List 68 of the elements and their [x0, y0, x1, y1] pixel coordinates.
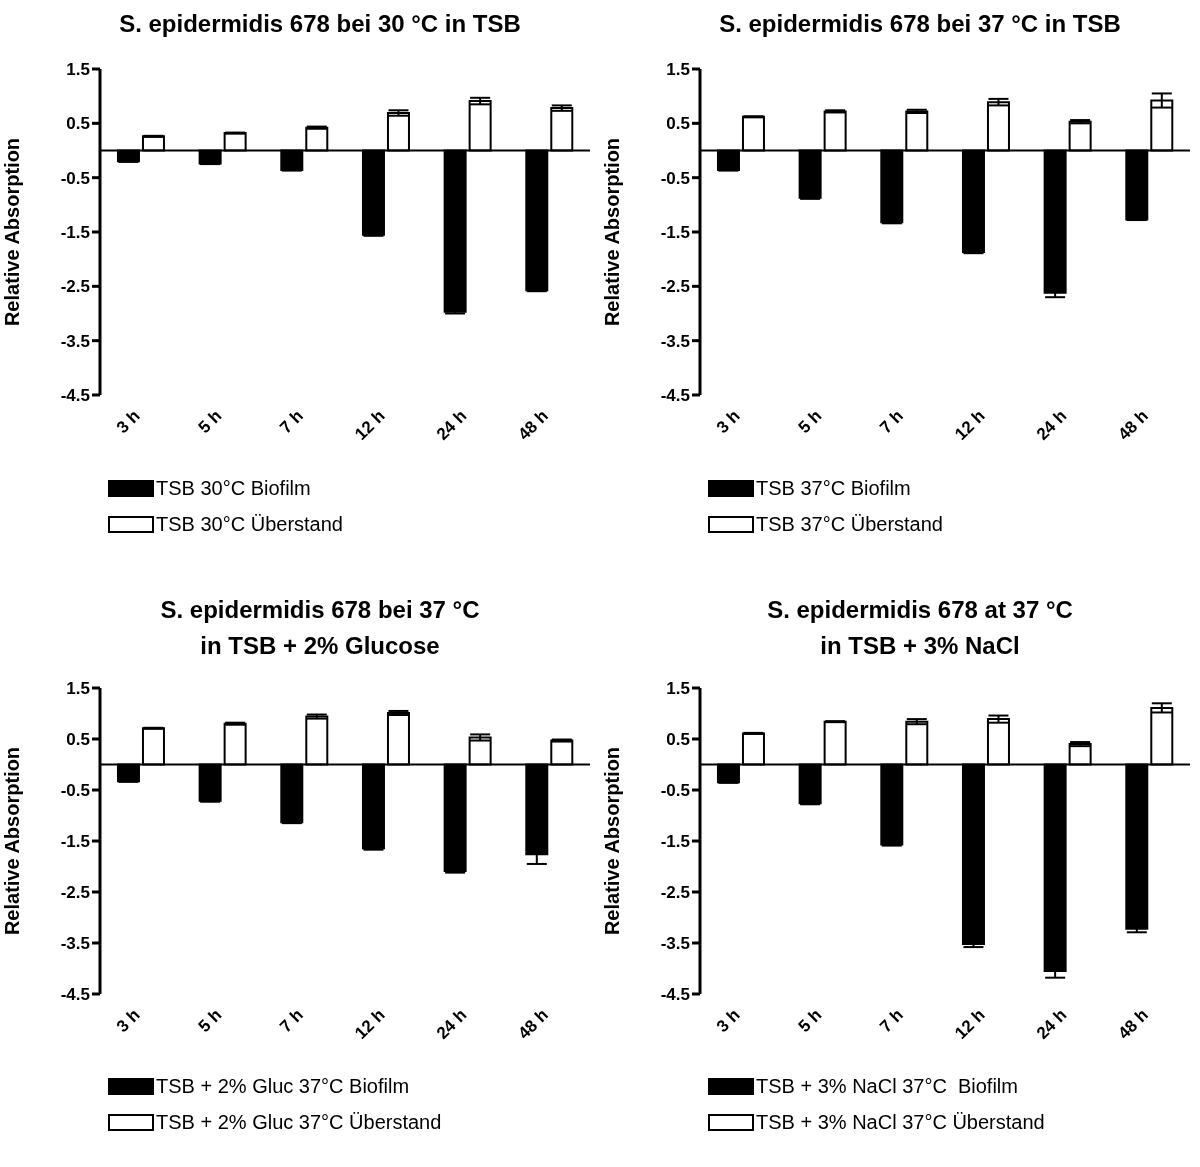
y-tick-label: 1.5	[66, 60, 90, 80]
x-tick-label: 48 h	[1114, 1004, 1152, 1043]
chart-title: S. epidermidis 678 bei 37 °C in TSB	[719, 9, 1121, 39]
y-tick-label: -4.5	[660, 984, 690, 1004]
y-tick-label: -4.5	[60, 984, 90, 1004]
y-tick-label: 0.5	[66, 114, 90, 134]
legend-label: TSB + 2% Gluc 37°C Überstand	[156, 1111, 442, 1134]
y-tick-label: -1.5	[60, 831, 90, 851]
x-tick-label: 5 h	[794, 406, 826, 438]
x-tick-label: 24 h	[1032, 406, 1071, 444]
y-tick-label: 0.5	[666, 729, 690, 749]
y-tick-label: -4.5	[60, 386, 90, 406]
y-tick-label: -3.5	[660, 331, 690, 351]
legend-label: TSB + 2% Gluc 37°C Biofilm	[156, 1075, 410, 1098]
y-tick-label: -0.5	[60, 780, 90, 800]
legend-label: TSB 30°C Überstand	[156, 512, 343, 536]
y-axis-title: Relative Absorption	[1, 746, 24, 935]
x-tick-label: 5 h	[194, 1004, 226, 1036]
x-tick-label: 3 h	[712, 1004, 744, 1036]
y-tick-label: 0.5	[66, 729, 90, 749]
y-tick-label: -0.5	[60, 168, 90, 188]
legend-label: TSB 37°C Biofilm	[756, 476, 911, 500]
x-tick-label: 7 h	[876, 406, 907, 438]
chart-title: S. epidermidis 678 bei 37 °C in TSB + 2% Glucose	[160, 594, 480, 661]
x-tick-label: 12 h	[351, 1004, 389, 1043]
y-tick-label: -0.5	[660, 780, 690, 800]
x-tick-label: 3 h	[112, 406, 144, 438]
chart-title: S. epidermidis 678 at 37 °C in TSB + 3% NaCl	[767, 594, 1073, 661]
y-tick-label: 1.5	[666, 678, 690, 698]
x-tick-label: 24 h	[432, 406, 471, 444]
y-tick-label: 1.5	[66, 678, 90, 698]
y-tick-label: -2.5	[60, 882, 90, 902]
x-tick-label: 24 h	[432, 1004, 471, 1043]
x-tick-label: 48 h	[1114, 406, 1152, 444]
legend-label: TSB 30°C Biofilm	[156, 476, 311, 500]
legend-label: TSB 37°C Überstand	[756, 512, 943, 536]
x-tick-label: 12 h	[951, 406, 989, 444]
x-tick-label: 3 h	[112, 1004, 144, 1036]
y-tick-label: -2.5	[660, 882, 690, 902]
x-tick-label: 24 h	[1032, 1004, 1071, 1043]
x-tick-label: 7 h	[876, 1004, 907, 1036]
x-tick-label: 7 h	[276, 406, 307, 438]
y-tick-label: -4.5	[660, 386, 690, 406]
y-tick-label: 0.5	[666, 114, 690, 134]
y-tick-label: 1.5	[666, 60, 690, 80]
y-tick-label: -1.5	[660, 223, 690, 243]
y-tick-label: -3.5	[60, 933, 90, 953]
x-tick-label: 48 h	[514, 406, 552, 444]
x-tick-label: 12 h	[351, 406, 389, 444]
y-tick-label: -3.5	[60, 331, 90, 351]
x-tick-label: 5 h	[194, 406, 226, 438]
y-tick-label: -3.5	[660, 933, 690, 953]
legend-label: TSB + 3% NaCl 37°C Überstand	[756, 1111, 1045, 1134]
x-tick-label: 12 h	[951, 1004, 989, 1043]
y-axis-title: Relative Absorption	[1, 137, 24, 327]
y-tick-label: -2.5	[660, 277, 690, 297]
y-axis-title: Relative Absorption	[601, 137, 624, 327]
x-tick-label: 7 h	[276, 1004, 307, 1036]
y-tick-label: -1.5	[660, 831, 690, 851]
x-tick-label: 5 h	[794, 1004, 826, 1036]
x-tick-label: 48 h	[514, 1004, 552, 1043]
y-tick-label: -0.5	[660, 168, 690, 188]
y-tick-label: -1.5	[60, 223, 90, 243]
legend-label: TSB + 3% NaCl 37°C Biofilm	[756, 1075, 1018, 1098]
x-tick-label: 3 h	[712, 406, 744, 438]
y-axis-title: Relative Absorption	[601, 746, 624, 935]
chart-title: S. epidermidis 678 bei 30 °C in TSB	[119, 9, 521, 39]
y-tick-label: -2.5	[60, 277, 90, 297]
